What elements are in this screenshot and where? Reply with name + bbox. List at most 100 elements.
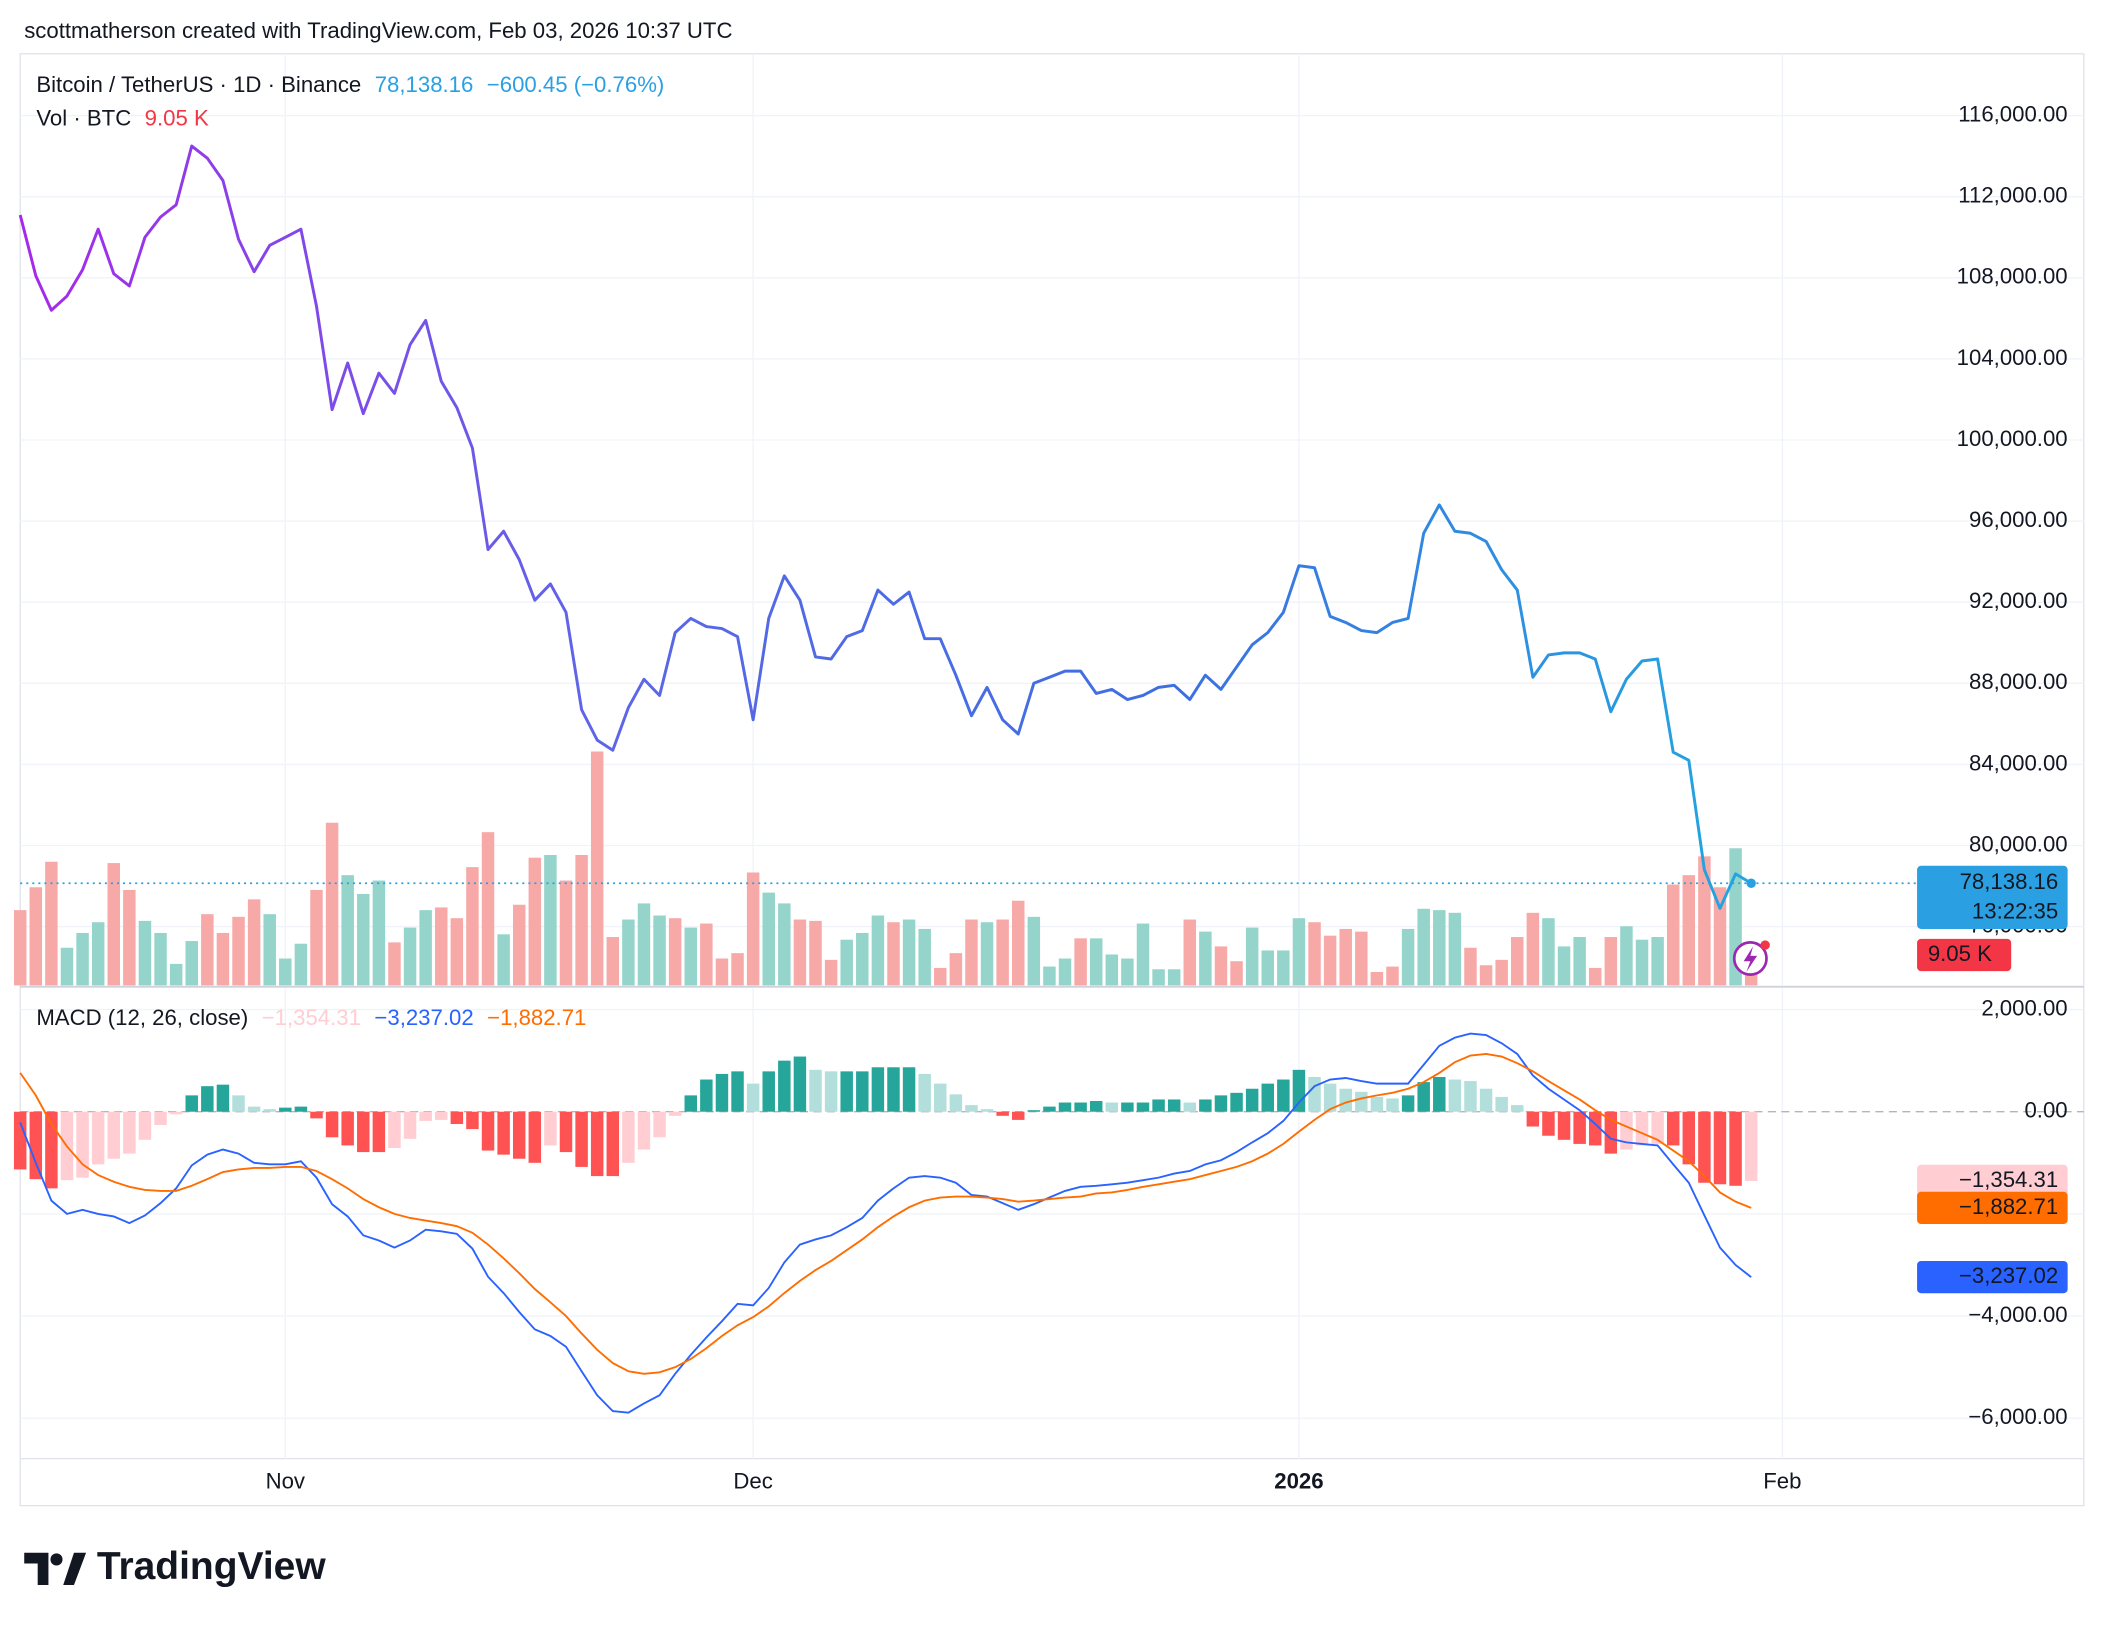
volume-bar: [419, 910, 432, 986]
histogram-bar: [1308, 1076, 1321, 1112]
volume-bar: [1152, 969, 1165, 986]
histogram-bar: [1682, 1111, 1696, 1165]
histogram-bar: [746, 1083, 760, 1112]
histogram-bar: [996, 1111, 1009, 1116]
logo: TradingView: [24, 1545, 326, 1588]
histogram-bar: [1729, 1111, 1742, 1186]
volume-bar: [793, 919, 807, 986]
volume-bar: [637, 903, 651, 986]
volume-bar: [622, 919, 635, 986]
volume-bar: [29, 887, 43, 986]
volume-bar: [653, 915, 666, 986]
volume-bar: [279, 958, 292, 986]
histogram-bar: [1401, 1095, 1415, 1112]
histogram-bar: [637, 1111, 651, 1150]
volume-bar: [809, 920, 822, 986]
price-tag-label: 78,138.16: [1960, 869, 2059, 894]
volume-bar: [497, 934, 510, 986]
volume-bar: [824, 959, 838, 986]
volume-bar: [778, 903, 791, 986]
price-legend: Bitcoin / TetherUS · 1D · Binance 78,138.…: [36, 72, 664, 97]
histogram-bar: [403, 1111, 417, 1139]
logo-mark: [63, 1552, 87, 1585]
histogram-bar: [91, 1111, 105, 1165]
histogram-bar: [1479, 1088, 1493, 1112]
volume-bar: [357, 893, 370, 986]
volume-bar: [1027, 916, 1041, 986]
volume-bar: [1698, 856, 1711, 986]
y-tick-label: 84,000.00: [1969, 750, 2068, 775]
volume-bar: [1370, 971, 1384, 986]
histogram-bar: [1136, 1102, 1150, 1112]
histogram-bar: [700, 1079, 713, 1112]
histogram-bar: [1183, 1102, 1197, 1112]
histogram-bar: [824, 1071, 838, 1112]
histogram-bar: [1323, 1083, 1337, 1112]
histogram-bar: [918, 1073, 931, 1112]
volume-bar: [575, 855, 588, 986]
histogram-bar: [1526, 1111, 1540, 1127]
macd-title: MACD (12, 26, close): [36, 1005, 248, 1030]
histogram-bar: [902, 1067, 916, 1112]
histogram-bar: [341, 1111, 354, 1146]
histogram-bar: [1511, 1105, 1524, 1112]
histogram-bar: [559, 1111, 573, 1153]
frame: [19, 53, 2085, 1507]
histogram-bar: [185, 1095, 198, 1112]
volume-bar: [341, 875, 354, 986]
histogram-bar: [1417, 1082, 1430, 1112]
histogram-bar: [1666, 1111, 1680, 1146]
macd-legend: MACD (12, 26, close) −1,354.31 −3,237.02 −1…: [36, 1005, 586, 1030]
histogram-tag: [1917, 1164, 2068, 1198]
histogram-bar: [201, 1086, 214, 1112]
volume-bar: [1635, 939, 1649, 986]
histogram-bar: [1245, 1088, 1259, 1112]
histogram-bar: [1339, 1088, 1352, 1112]
histogram-bar: [840, 1071, 853, 1112]
volume-bar: [934, 967, 947, 986]
volume-bar: [1183, 919, 1197, 986]
volume-bar: [388, 942, 401, 986]
volume-bar: [1666, 884, 1680, 986]
volume-last: 9.05 K: [145, 106, 209, 131]
histogram-bar: [512, 1111, 526, 1159]
macd-tag: [1917, 1191, 2068, 1225]
volume-bar: [481, 832, 495, 986]
histogram-bar: [528, 1111, 542, 1163]
volume-bar: [528, 857, 542, 986]
volume-bar: [1620, 926, 1633, 986]
histogram-bar: [762, 1071, 775, 1112]
histogram-bar: [1152, 1099, 1165, 1112]
x-tick-label: 2026: [1274, 1469, 1323, 1494]
histogram-last: −1,354.31: [262, 1005, 361, 1030]
histogram-bar: [934, 1083, 947, 1112]
histogram-bar: [247, 1106, 261, 1112]
histogram-bar: [13, 1111, 27, 1170]
price-line: [18, 144, 1752, 910]
volume-bar: [1401, 928, 1415, 986]
y-tick-label: 2,000.00: [1981, 995, 2067, 1020]
y-tick-label: 108,000.00: [1957, 264, 2068, 289]
volume-bar: [762, 892, 775, 986]
histogram-bar: [1089, 1100, 1103, 1112]
price-change: −600.45 (−0.76%): [487, 72, 665, 97]
volume-bar: [294, 943, 308, 986]
histogram-bar: [715, 1073, 729, 1112]
histogram-bar: [419, 1111, 432, 1121]
volume-bar: [1214, 946, 1228, 986]
histogram-bar: [216, 1084, 230, 1112]
histogram-bar: [1105, 1102, 1119, 1112]
volume-bar: [1588, 967, 1602, 986]
logo-text: TradingView: [97, 1545, 327, 1588]
x-tick-label: Feb: [1763, 1469, 1801, 1494]
y-tick-label: 100,000.00: [1957, 426, 2068, 451]
y-tick-label: 92,000.00: [1969, 588, 2068, 613]
histogram-bar: [1121, 1102, 1134, 1112]
histogram-bar: [497, 1111, 510, 1155]
histogram-bar: [45, 1111, 58, 1189]
volume-legend: Vol · BTC 9.05 K: [36, 106, 209, 131]
volume-bar: [856, 932, 869, 986]
volume-bar: [1308, 922, 1321, 986]
histogram-bar: [357, 1111, 370, 1153]
volume-bar: [123, 889, 136, 986]
